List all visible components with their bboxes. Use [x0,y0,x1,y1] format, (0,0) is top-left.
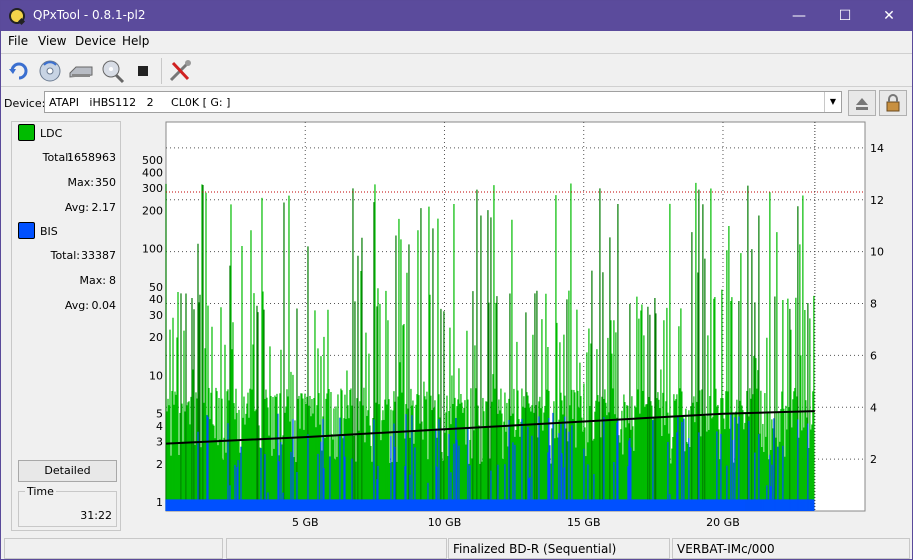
speed-line [165,410,815,445]
chart-area: 1 2 3 4 5 10 20 30 40 50 100 200 300 400 500 2 4 6 8 10 12 14… [128,121,911,531]
left-tick-label: 200 [142,205,163,218]
window-title: QPxTool - 0.8.1-pl2 [33,8,146,22]
toolbar-separator [161,58,162,84]
ldc-max-label: Max: [67,176,94,189]
bis-max-value: 8 [109,274,116,287]
close-button[interactable]: ✕ [883,8,895,24]
x-tick-label: 10 GB [428,516,462,529]
left-tick-label: 4 [156,420,163,433]
stop-icon[interactable] [129,57,157,85]
bis-max-label: Max: [79,274,106,287]
detailed-button[interactable]: Detailed [18,460,117,482]
qpxtool-logo-icon [9,8,25,24]
bis-total-label: Total: [50,249,80,262]
status-cell-2 [226,538,447,559]
ldc-max-value: 350 [95,176,116,189]
toolbar [1,53,912,87]
ldc-series [165,182,815,511]
chevron-down-icon[interactable]: ▼ [824,92,841,112]
x-tick-label: 20 GB [706,516,740,529]
left-tick-label: 5 [156,408,163,421]
ldc-label: LDC [40,127,63,140]
ldc-avg-label: Avg: [64,201,89,214]
status-media-id: VERBAT-IMc/000 [672,538,910,559]
right-tick-label: 4 [870,401,877,414]
left-tick-label: 500 [142,154,163,167]
minimize-button[interactable]: — [792,8,806,24]
scan-disc-icon[interactable] [98,57,126,85]
menu-help[interactable]: Help [122,34,150,48]
bis-color-swatch[interactable] [18,222,35,239]
left-tick-label: 30 [149,309,163,322]
device-select-value: ATAPI iHBS112 2 CL0K [ G: ] [49,96,231,109]
left-tick-label: 1 [156,496,163,509]
left-tick-label: 10 [149,369,163,382]
ldc-color-swatch[interactable] [18,124,35,141]
menu-file[interactable]: File [8,34,29,48]
ldc-avg-value: 2.17 [91,201,117,214]
lock-icon [886,94,900,112]
drive-icon[interactable] [67,57,95,85]
right-tick-label: 14 [870,142,884,155]
right-tick-label: 10 [870,246,884,259]
title-bar: QPxTool - 0.8.1-pl2 — ☐ ✕ [1,1,912,31]
menu-device[interactable]: Device [75,34,117,48]
left-tick-label: 400 [142,166,163,179]
time-value: 31:22 [80,509,112,522]
eject-button[interactable] [848,90,876,116]
left-tick-label: 20 [149,331,163,344]
right-tick-label: 2 [870,453,877,466]
bis-label: BIS [40,225,58,238]
bis-avg-value: 0.04 [91,299,117,312]
bis-total-value: 33387 [81,249,116,262]
disc-info-icon[interactable] [36,57,64,85]
device-bar: Device: ATAPI iHBS112 2 CL0K [ G: ] ▼ [1,89,912,117]
left-tick-label: 100 [142,243,163,256]
right-tick-label: 6 [870,349,877,362]
time-label: Time [25,485,56,498]
left-tick-label: 2 [156,458,163,471]
eject-icon [856,98,868,110]
settings-tools-icon[interactable] [166,57,194,85]
status-cell-1 [4,538,223,559]
status-disc-type: Finalized BD-R (Sequential) [448,538,670,559]
quality-chart: 1234510203040501002003004005002468101214… [142,121,884,529]
x-tick-label: 5 GB [292,516,319,529]
x-tick-label: 15 GB [567,516,601,529]
left-tick-label: 50 [149,281,163,294]
menu-view[interactable]: View [38,34,67,48]
time-group: Time 31:22 [18,485,117,527]
left-tick-label: 40 [149,293,163,306]
device-label: Device: [4,97,46,110]
device-select[interactable]: ATAPI iHBS112 2 CL0K [ G: ] ▼ [44,91,842,113]
bis-avg-label: Avg: [64,299,89,312]
menu-bar: File View Device Help [1,31,912,52]
right-tick-label: 12 [870,194,884,207]
left-tick-label: 300 [142,182,163,195]
legend-panel: LDC Total: 1658963 Max: 350 Avg: 2.17 BI… [11,121,121,531]
right-tick-label: 8 [870,298,877,311]
status-bar: Finalized BD-R (Sequential) VERBAT-IMc/0… [1,537,912,560]
ldc-total-value: 1658963 [67,151,116,164]
maximize-button[interactable]: ☐ [838,8,852,24]
refresh-icon[interactable] [5,57,33,85]
bis-series [165,412,815,511]
lock-button[interactable] [879,90,907,116]
left-tick-label: 3 [156,436,163,449]
ldc-total-label: Total: [42,151,72,164]
